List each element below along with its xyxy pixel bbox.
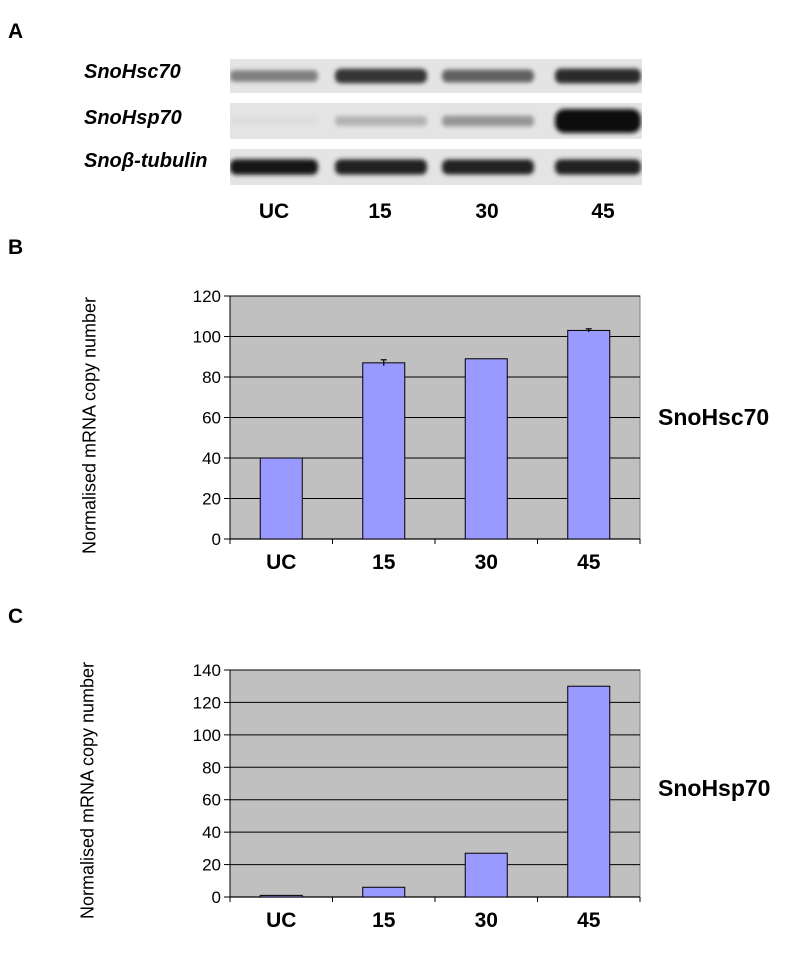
x-tick-label: UC bbox=[266, 551, 296, 574]
gel-band bbox=[335, 68, 427, 84]
x-tick-label: 45 bbox=[577, 909, 601, 932]
gel-band bbox=[335, 116, 427, 126]
bar-15 bbox=[362, 362, 406, 540]
gel-strip-snobeta-tubulin bbox=[230, 149, 642, 185]
chart-b: 0 20 40 60 80 100 120 UC 15 30 45 bbox=[193, 287, 641, 574]
bar-30 bbox=[464, 852, 508, 898]
chart-c-ylabel: Normalised mRNA copy number bbox=[77, 661, 98, 920]
x-tick-label: 30 bbox=[475, 909, 498, 932]
panel-letter-c: C bbox=[8, 605, 24, 628]
chart-b-gene-label: SnoHsc70 bbox=[658, 404, 770, 430]
y-tick-label: 20 bbox=[202, 856, 221, 875]
gel-band bbox=[555, 68, 641, 84]
lane-label-45: 45 bbox=[591, 200, 615, 223]
chart-c-gene-label: SnoHsp70 bbox=[658, 775, 771, 801]
y-tick-label: 100 bbox=[193, 328, 221, 347]
gel-band bbox=[335, 159, 427, 175]
bar-15 bbox=[362, 886, 406, 898]
lane-label-30: 30 bbox=[475, 200, 499, 223]
y-tick-label: 80 bbox=[202, 368, 221, 387]
chart-b-ylabel: Normalised mRNA copy number bbox=[79, 296, 100, 555]
bar-45 bbox=[567, 329, 611, 540]
bar-30 bbox=[464, 358, 508, 540]
gel-band bbox=[442, 115, 534, 127]
gel-band bbox=[555, 159, 641, 175]
y-tick-label: 140 bbox=[193, 661, 221, 680]
bar-uc bbox=[259, 457, 303, 540]
panel-letter-b: B bbox=[8, 236, 24, 259]
bar-45 bbox=[567, 685, 611, 898]
lane-label-15: 15 bbox=[368, 200, 392, 223]
gel-strip-snohsc70 bbox=[230, 59, 642, 93]
gel-strip-snohsp70 bbox=[230, 103, 642, 139]
y-tick-label: 40 bbox=[202, 449, 221, 468]
y-tick-label: 0 bbox=[212, 888, 221, 907]
x-tick-label: 30 bbox=[475, 551, 498, 574]
x-tick-label: 15 bbox=[372, 551, 396, 574]
lane-label-uc: UC bbox=[258, 200, 290, 223]
y-tick-label: 20 bbox=[202, 490, 221, 509]
panel-letter-a: A bbox=[8, 20, 24, 43]
y-tick-label: 60 bbox=[202, 409, 221, 428]
y-tick-label: 120 bbox=[193, 287, 221, 306]
y-tick-label: 80 bbox=[202, 758, 221, 777]
x-tick-label: 45 bbox=[577, 551, 601, 574]
gel-label-snohsc70: SnoHsc70 bbox=[84, 61, 181, 83]
y-tick-label: 40 bbox=[202, 823, 221, 842]
gel-band bbox=[442, 159, 534, 175]
gel-band bbox=[230, 70, 318, 82]
gel-band bbox=[230, 159, 318, 175]
y-tick-label: 60 bbox=[202, 791, 221, 810]
gel-band bbox=[230, 116, 318, 126]
y-tick-label: 120 bbox=[193, 693, 221, 712]
x-tick-label: UC bbox=[266, 909, 296, 932]
gel-label-snobeta-tubulin: Snoβ-tubulin bbox=[84, 150, 208, 172]
gel-label-snohsp70: SnoHsp70 bbox=[84, 107, 182, 129]
x-tick-label: 15 bbox=[372, 909, 396, 932]
gel-band bbox=[555, 109, 641, 133]
bar-uc bbox=[259, 894, 303, 898]
y-tick-label: 100 bbox=[193, 726, 221, 745]
chart-c: 0 20 40 60 80 100 120 140 UC 15 30 45 bbox=[193, 661, 641, 932]
y-tick-label: 0 bbox=[212, 530, 221, 549]
gel-band bbox=[442, 69, 534, 83]
